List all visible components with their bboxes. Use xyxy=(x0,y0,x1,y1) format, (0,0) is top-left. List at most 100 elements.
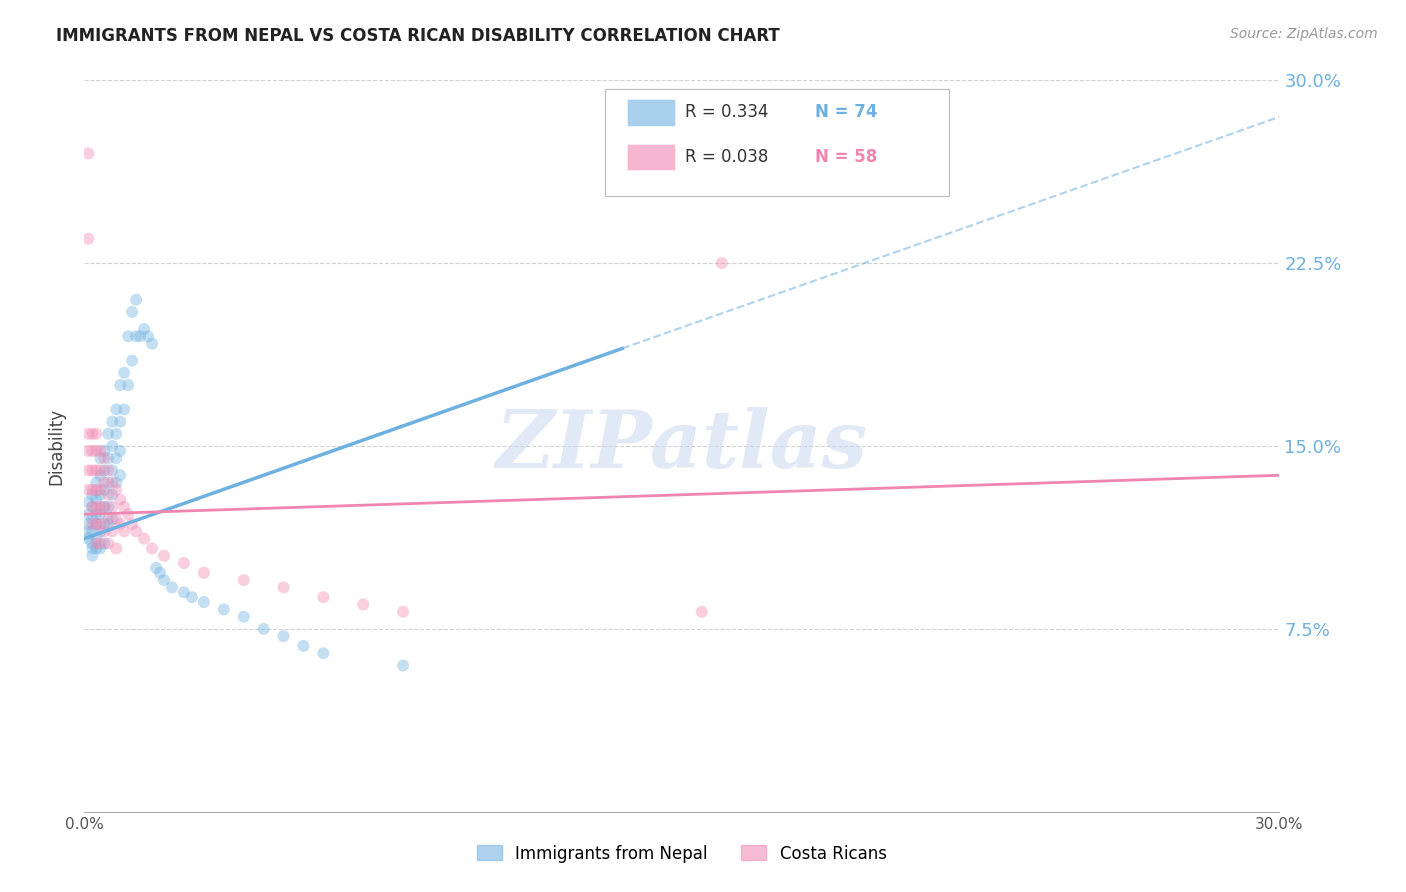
Point xyxy=(193,566,215,580)
Point xyxy=(82,541,104,556)
Point xyxy=(77,524,100,539)
Point xyxy=(132,322,156,336)
Text: IMMIGRANTS FROM NEPAL VS COSTA RICAN DISABILITY CORRELATION CHART: IMMIGRANTS FROM NEPAL VS COSTA RICAN DIS… xyxy=(56,27,780,45)
Point xyxy=(101,439,124,453)
Point xyxy=(86,475,108,490)
Text: ZIPatlas: ZIPatlas xyxy=(496,408,868,484)
Point xyxy=(77,516,100,531)
Point xyxy=(86,532,108,546)
Point xyxy=(110,516,132,531)
Point xyxy=(690,605,713,619)
Point xyxy=(105,402,128,417)
Point xyxy=(89,451,111,466)
Point xyxy=(253,622,276,636)
Point xyxy=(89,524,111,539)
Point xyxy=(86,516,108,531)
Point xyxy=(77,463,100,477)
Point xyxy=(125,524,148,539)
Point xyxy=(97,488,120,502)
Point xyxy=(82,463,104,477)
Point xyxy=(129,329,152,343)
Point xyxy=(101,524,124,539)
Point xyxy=(97,463,120,477)
Point xyxy=(173,585,195,599)
Point xyxy=(77,232,100,246)
Point xyxy=(125,293,148,307)
Point xyxy=(160,581,183,595)
Point xyxy=(89,443,111,458)
Point xyxy=(97,500,120,514)
Point xyxy=(93,463,115,477)
Point xyxy=(77,532,100,546)
Point xyxy=(86,426,108,441)
Point xyxy=(93,483,115,497)
Point xyxy=(117,378,139,392)
Point xyxy=(212,602,235,616)
Point xyxy=(97,426,120,441)
Point xyxy=(117,329,139,343)
Point xyxy=(89,468,111,483)
Point xyxy=(181,590,204,604)
Point xyxy=(149,566,172,580)
Point xyxy=(273,629,295,643)
Point xyxy=(141,541,163,556)
Point xyxy=(105,541,128,556)
Text: R = 0.038: R = 0.038 xyxy=(685,148,768,166)
Point xyxy=(392,658,415,673)
Point xyxy=(86,536,108,550)
Point xyxy=(89,463,111,477)
Point xyxy=(97,516,120,531)
Text: R = 0.334: R = 0.334 xyxy=(685,103,768,121)
Point xyxy=(101,475,124,490)
Point xyxy=(89,541,111,556)
Text: N = 74: N = 74 xyxy=(815,103,877,121)
Point xyxy=(273,581,295,595)
Point xyxy=(93,516,115,531)
Point xyxy=(153,573,176,587)
Point xyxy=(86,443,108,458)
Point xyxy=(173,556,195,570)
Point xyxy=(110,415,132,429)
Point xyxy=(112,524,135,539)
Point xyxy=(392,605,415,619)
Point xyxy=(193,595,215,609)
Point xyxy=(77,146,100,161)
Point xyxy=(77,495,100,509)
Point xyxy=(105,512,128,526)
Point xyxy=(82,500,104,514)
Point xyxy=(710,256,733,270)
Point xyxy=(89,516,111,531)
Point xyxy=(89,500,111,514)
Point xyxy=(93,500,115,514)
Point xyxy=(97,451,120,466)
Point xyxy=(97,512,120,526)
Point xyxy=(93,500,115,514)
Point xyxy=(89,508,111,522)
Point xyxy=(82,483,104,497)
Point xyxy=(101,488,124,502)
Point xyxy=(232,609,254,624)
Point xyxy=(82,443,104,458)
Point xyxy=(93,451,115,466)
Point xyxy=(101,463,124,477)
Point xyxy=(110,492,132,507)
Point xyxy=(132,532,156,546)
Point xyxy=(86,483,108,497)
Point xyxy=(232,573,254,587)
Point xyxy=(86,541,108,556)
Point xyxy=(93,443,115,458)
Point xyxy=(86,463,108,477)
Point xyxy=(105,475,128,490)
Point xyxy=(82,536,104,550)
Y-axis label: Disability: Disability xyxy=(48,408,66,484)
Point xyxy=(352,598,374,612)
Point xyxy=(93,524,115,539)
Point xyxy=(121,353,143,368)
Point xyxy=(105,483,128,497)
Point xyxy=(110,378,132,392)
Point xyxy=(93,475,115,490)
Point xyxy=(101,415,124,429)
Point xyxy=(101,500,124,514)
Point xyxy=(82,516,104,531)
Point xyxy=(77,443,100,458)
